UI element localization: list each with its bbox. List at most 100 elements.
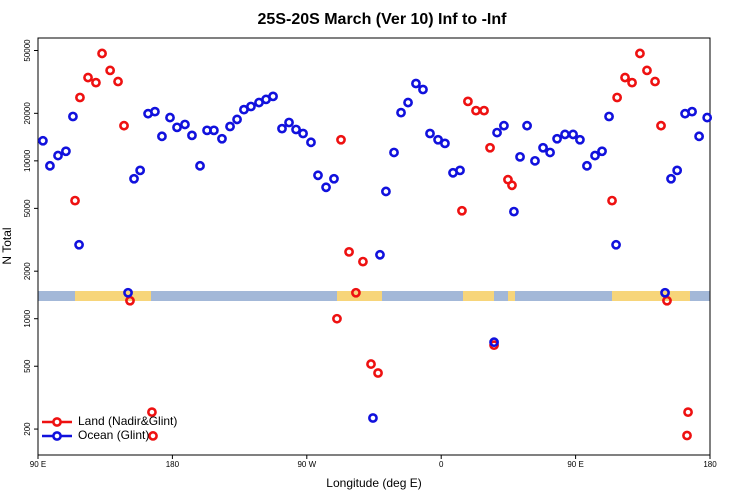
point xyxy=(463,96,473,107)
x-tick-label: 90 W xyxy=(297,460,316,469)
point xyxy=(119,120,129,131)
point xyxy=(75,92,85,103)
point xyxy=(694,131,704,142)
x-tick-label: 180 xyxy=(703,460,717,469)
point xyxy=(440,138,450,149)
point xyxy=(656,120,666,131)
point xyxy=(375,249,385,260)
point xyxy=(277,123,287,134)
point xyxy=(91,77,101,88)
legend-marker xyxy=(52,417,62,427)
point xyxy=(97,48,107,59)
point xyxy=(344,246,354,257)
point xyxy=(366,359,376,369)
point xyxy=(68,111,78,122)
y-tick-label: 2000 xyxy=(23,262,32,280)
point xyxy=(187,130,197,141)
point xyxy=(165,112,175,123)
point xyxy=(113,76,123,87)
land-patch xyxy=(463,291,494,301)
point xyxy=(682,430,692,441)
point xyxy=(568,129,578,140)
point xyxy=(172,122,182,133)
point xyxy=(612,92,623,103)
y-tick-label: 20000 xyxy=(23,102,32,125)
land-patch xyxy=(508,291,515,301)
point xyxy=(457,205,467,216)
point xyxy=(642,65,652,76)
point xyxy=(635,48,645,59)
y-tick-label: 200 xyxy=(23,422,32,436)
x-axis-label: Longitude (deg E) xyxy=(326,476,421,490)
point xyxy=(83,72,93,83)
point xyxy=(499,120,509,131)
point xyxy=(650,76,660,87)
y-tick-label: 50000 xyxy=(23,39,32,62)
y-axis-label: N Total xyxy=(0,227,14,264)
y-tick-label: 10000 xyxy=(23,149,32,172)
point xyxy=(471,105,481,116)
point xyxy=(180,119,190,130)
point xyxy=(455,165,465,176)
point xyxy=(135,165,146,176)
point xyxy=(105,65,116,76)
legend-text: Land (Nadir&Glint) xyxy=(78,414,177,428)
point xyxy=(291,124,301,135)
point xyxy=(232,114,242,125)
x-tick-label: 0 xyxy=(439,460,444,469)
x-tick-label: 180 xyxy=(166,460,180,469)
x-tick-label: 90 E xyxy=(567,460,583,469)
point xyxy=(672,165,683,176)
legend-text: Ocean (Glint) xyxy=(78,428,149,442)
point xyxy=(336,134,346,145)
point xyxy=(611,239,621,250)
legend-marker xyxy=(52,431,62,441)
point xyxy=(306,137,316,148)
point xyxy=(373,368,383,378)
point xyxy=(660,287,670,298)
point xyxy=(489,337,499,348)
point xyxy=(560,129,570,140)
y-tick-label: 1000 xyxy=(23,309,32,327)
point xyxy=(74,239,84,250)
chart-title: 25S-20S March (Ver 10) Inf to -Inf xyxy=(258,11,508,28)
point xyxy=(157,131,167,142)
point xyxy=(403,97,413,108)
point xyxy=(61,146,71,157)
point xyxy=(687,106,697,117)
point xyxy=(396,107,406,118)
point xyxy=(209,125,219,136)
point xyxy=(683,407,693,418)
point xyxy=(425,128,435,139)
point xyxy=(702,112,713,123)
point xyxy=(545,147,555,158)
point xyxy=(575,134,585,145)
point xyxy=(538,142,548,153)
point xyxy=(351,287,361,298)
point xyxy=(70,195,80,206)
point xyxy=(418,84,428,95)
point xyxy=(150,106,160,117)
point xyxy=(329,173,339,184)
point xyxy=(313,170,323,181)
point xyxy=(123,287,133,298)
point xyxy=(45,160,55,171)
point xyxy=(225,121,235,132)
point xyxy=(552,133,562,144)
point xyxy=(195,160,205,171)
point xyxy=(479,105,489,116)
point xyxy=(485,142,495,153)
point xyxy=(604,111,614,122)
point xyxy=(217,133,227,144)
point xyxy=(129,173,139,184)
plot-frame xyxy=(37,37,711,456)
point xyxy=(148,431,158,441)
point xyxy=(298,128,308,139)
point xyxy=(53,150,63,161)
land-patch xyxy=(612,291,690,301)
point xyxy=(411,78,421,89)
point xyxy=(666,173,676,184)
y-tick-label: 5000 xyxy=(23,199,32,217)
point xyxy=(38,135,48,146)
